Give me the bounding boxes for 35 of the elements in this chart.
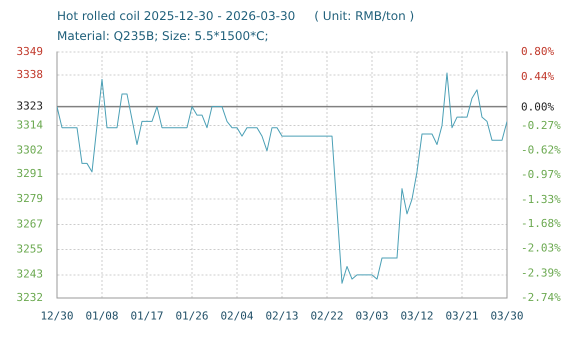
y-tick-label: 3291 xyxy=(16,166,43,180)
y-tick-label: 3349 xyxy=(16,44,43,58)
x-tick-label: 03/03 xyxy=(355,309,389,322)
x-tick-label: 02/22 xyxy=(310,309,344,322)
x-tick-label: 01/17 xyxy=(130,309,164,322)
y-tick-label: 3279 xyxy=(16,192,43,206)
y2-tick-label: -0.97% xyxy=(521,168,562,181)
y-tick-label: 3314 xyxy=(16,118,44,132)
x-tick-label: 01/08 xyxy=(85,309,119,322)
y2-tick-label: -0.62% xyxy=(521,144,562,157)
x-tick-label: 01/26 xyxy=(175,309,209,322)
y2-tick-label: 0.00% xyxy=(521,100,554,114)
x-tick-label: 03/21 xyxy=(445,309,479,322)
y-tick-label: 3267 xyxy=(16,217,43,230)
chart-subtitle: Material: Q235B; Size: 5.5*1500*C; xyxy=(57,29,269,43)
y-tick-label: 3232 xyxy=(16,290,43,304)
y2-tick-label: -1.68% xyxy=(521,217,562,230)
y-tick-label: 3302 xyxy=(16,144,43,157)
y-tick-label: 3243 xyxy=(16,268,43,281)
y2-tick-label: -2.74% xyxy=(521,290,562,304)
x-tick-label: 03/30 xyxy=(490,309,524,322)
y2-tick-label: 0.44% xyxy=(521,70,554,83)
y2-tick-label: 0.80% xyxy=(521,44,554,58)
x-tick-label: 02/13 xyxy=(265,309,299,322)
y2-tick-label: -2.03% xyxy=(521,242,562,255)
x-tick-label: 03/12 xyxy=(400,309,434,322)
y-tick-label: 3338 xyxy=(16,68,43,81)
chart-title: Hot rolled coil 2025-12-30 - 2026-03-30 ( Unit: RMB/ton ) xyxy=(57,9,414,23)
y2-tick-label: -0.27% xyxy=(521,119,562,132)
y2-tick-label: -1.33% xyxy=(521,192,562,206)
y-tick-label: 3323 xyxy=(16,100,43,113)
x-tick-label: 12/30 xyxy=(40,309,74,322)
y2-tick-label: -2.39% xyxy=(521,266,562,280)
y-tick-label: 3255 xyxy=(16,242,43,256)
x-tick-label: 02/04 xyxy=(220,309,254,322)
